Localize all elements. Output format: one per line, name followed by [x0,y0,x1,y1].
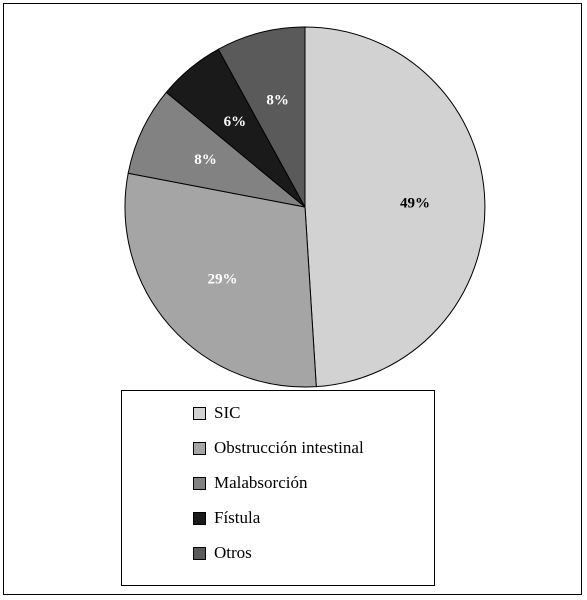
legend-swatch [193,441,206,455]
legend-swatch [193,406,206,420]
pie-slice-label-3: 6% [224,114,247,130]
legend-label: Fístula [214,508,261,527]
pie-slice-labels: 49% 29% 8% 6% 8% [194,92,430,287]
pie-slice-label-0: 49% [400,196,430,212]
legend-item-4: Otros [193,541,252,565]
legend-swatch [193,476,206,490]
legend-label: Obstrucción intestinal [214,438,364,457]
pie-slice-label-1: 29% [207,272,237,288]
pie-slice-label-2: 8% [194,152,217,168]
pie-slices [124,26,486,388]
legend-item-1: Obstrucción intestinal [193,436,364,460]
legend-item-3: Fístula [193,506,260,530]
legend-label: Otros [214,543,252,562]
pie-slice-2 [127,91,306,208]
pie-slice-0 [304,26,486,388]
legend-swatch [193,546,206,560]
legend-item-2: Malabsorción [193,471,307,495]
legend: SIC Obstrucción intestinal Malabsorción Fís… [121,390,435,586]
legend-label: Malabsorción [214,473,308,492]
legend-item-0: SIC [193,401,240,425]
legend-label: SIC [214,403,241,422]
legend-swatch [193,511,206,525]
pie-slice-4 [217,26,306,208]
pie-slice-label-4: 8% [266,92,289,108]
pie-slice-1 [124,172,317,388]
